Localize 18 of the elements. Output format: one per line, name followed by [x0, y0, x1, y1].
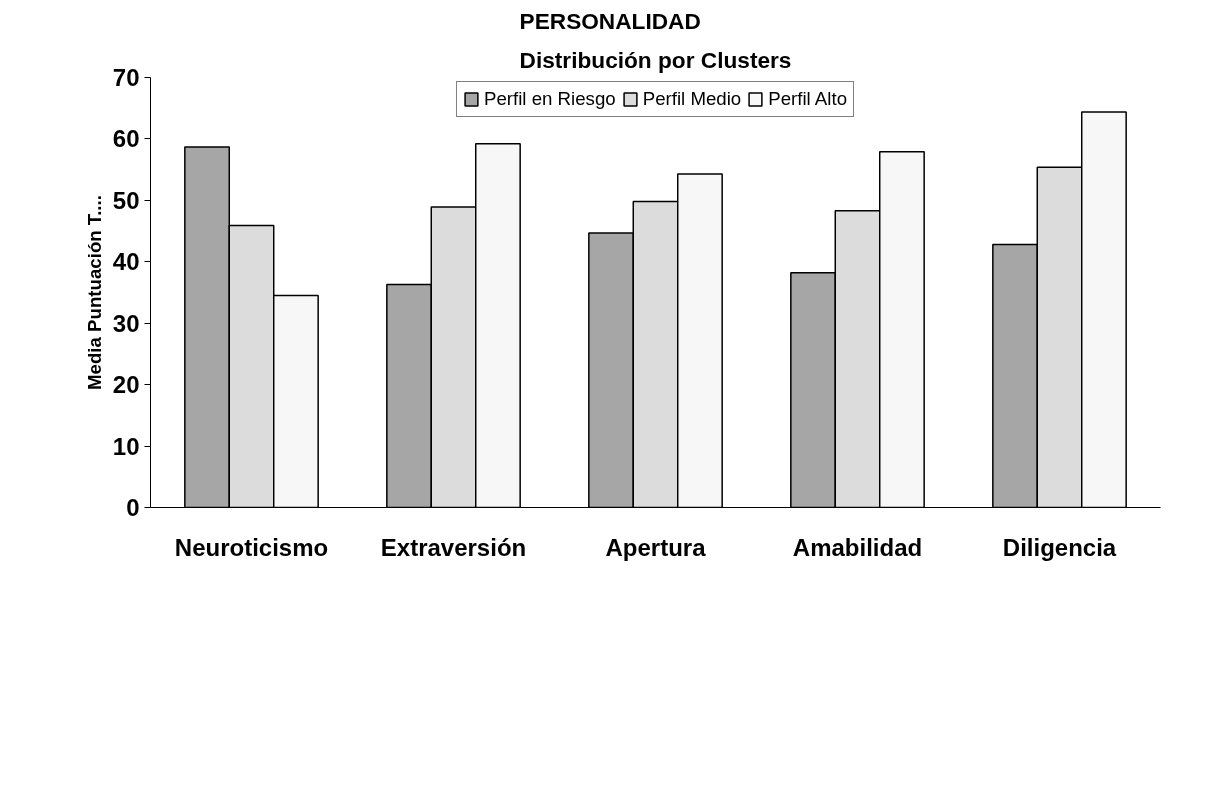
y-tick-label: 60 — [112, 125, 140, 153]
y-tick-label: 0 — [126, 494, 140, 521]
y-tick-label: 50 — [112, 186, 140, 214]
legend-label: Perfil en Riesgo — [483, 88, 616, 110]
y-tick-label: 10 — [112, 432, 140, 460]
x-tick-label: Amabilidad — [792, 533, 923, 561]
y-tick-label: 70 — [112, 64, 140, 91]
legend-label: Perfil Alto — [768, 88, 848, 110]
y-axis-title: Media Puntuación T.... — [83, 195, 105, 390]
y-tick-label: 40 — [112, 248, 140, 276]
x-tick-label: Diligencia — [1002, 533, 1117, 561]
chart-title: PERSONALIDAD Distribución por Clusters — [519, 7, 792, 73]
y-tick-label: 30 — [112, 309, 140, 337]
x-tick-label: Extraversión — [380, 533, 527, 561]
y-tick-label: 20 — [112, 371, 140, 399]
legend-label: Perfil Medio — [642, 88, 742, 110]
x-tick-label: Apertura — [605, 533, 707, 561]
x-tick-label: Neuroticismo — [174, 533, 329, 561]
